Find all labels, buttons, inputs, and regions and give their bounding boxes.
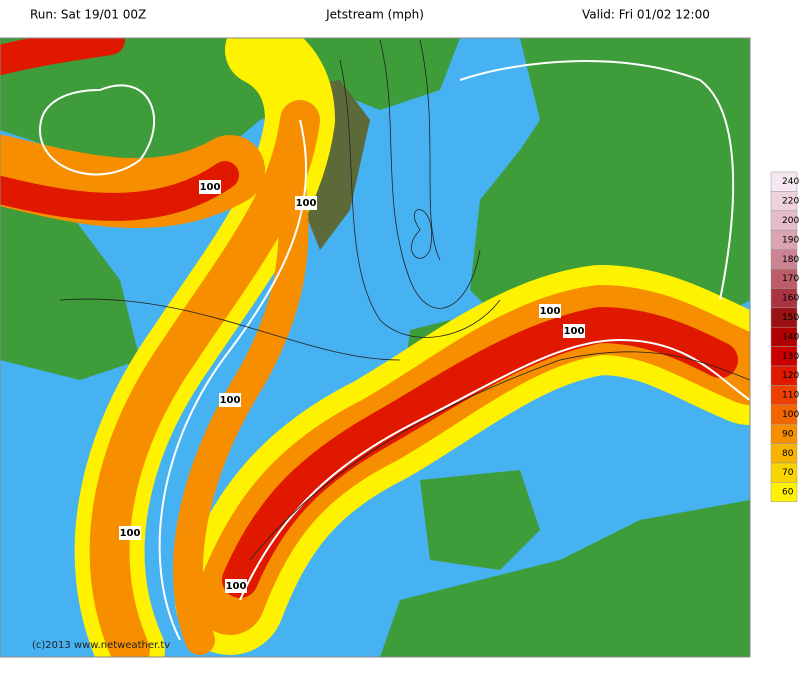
legend-label: 190 [782, 235, 799, 245]
legend-label: 110 [782, 391, 799, 401]
legend-swatch [770, 482, 798, 503]
jet-band [222, 307, 738, 598]
contour-label-bg [199, 180, 221, 194]
streamline [379, 39, 481, 309]
legend-label: 80 [782, 449, 794, 459]
isotach [38, 84, 156, 176]
map-title: Jetstream (mph) [325, 8, 424, 22]
contour-label: 100 [540, 306, 561, 317]
legend-label: 70 [782, 468, 794, 478]
legend-label: 90 [782, 429, 794, 439]
valid-label: Valid: Fri 01/02 12:00 [582, 8, 710, 22]
streamline [59, 298, 401, 361]
streamline [249, 351, 750, 561]
legend-label: 220 [782, 197, 799, 207]
isotach [459, 60, 735, 301]
streamline [419, 39, 441, 261]
jet-band [0, 38, 125, 75]
contour-label: 100 [200, 182, 221, 193]
legend-label: 170 [782, 274, 799, 284]
legend: 240 220 200 190 180 170 160 150 140 130 120 110 100 9… [770, 171, 799, 503]
legend-label: 200 [782, 216, 799, 226]
run-label: Run: Sat 19/01 00Z [30, 8, 146, 22]
legend-label: 240 [782, 177, 799, 187]
legend-label: 180 [782, 255, 799, 265]
legend-label: 100 [782, 410, 799, 420]
streamline [411, 209, 432, 259]
contour-label-bg [563, 324, 585, 338]
contour-label-bg [295, 196, 317, 210]
legend-label: 60 [782, 488, 794, 498]
legend-label: 130 [782, 352, 799, 362]
streamlines [59, 39, 750, 561]
streamline [339, 59, 501, 338]
map [0, 38, 750, 657]
contour-label: 100 [120, 528, 141, 539]
legend-label: 120 [782, 371, 799, 381]
contour-label: 100 [226, 581, 247, 592]
contour-label: 100 [296, 198, 317, 209]
contour-label: 100 [564, 326, 585, 337]
contour-label: 100 [220, 395, 241, 406]
copyright: (c)2013 www.netweather.tv [32, 640, 170, 651]
contour-label-bg [539, 304, 561, 318]
legend-label: 150 [782, 313, 799, 323]
contour-label-bg [225, 579, 247, 593]
isotach [239, 338, 750, 601]
jet-band [173, 165, 309, 655]
legend-label: 140 [782, 332, 799, 342]
land-arctic [0, 38, 460, 170]
land-africa [380, 500, 750, 657]
land-europe-north [470, 38, 750, 330]
legend-label: 160 [782, 294, 799, 304]
contour-label-bg [119, 526, 141, 540]
map-frame [0, 37, 751, 658]
contour-label-bg [219, 393, 241, 407]
land-iberia [420, 470, 540, 570]
